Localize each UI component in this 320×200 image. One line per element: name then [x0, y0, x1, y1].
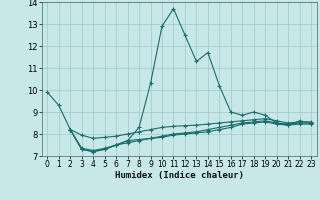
X-axis label: Humidex (Indice chaleur): Humidex (Indice chaleur) [115, 171, 244, 180]
